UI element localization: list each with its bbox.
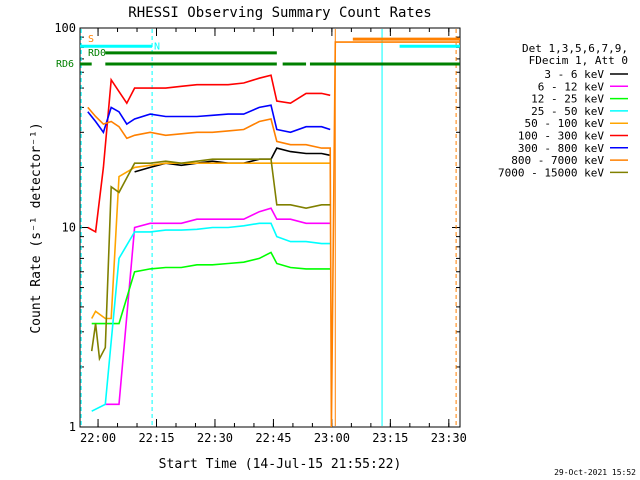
- x-tick-label: 22:30: [197, 431, 233, 445]
- series-line-25-50-kev: [91, 222, 331, 412]
- legend-entry-label: 50 - 100 keV: [525, 117, 605, 130]
- series-line-12-25-kev: [91, 251, 331, 325]
- legend-entry-label: 3 - 6 keV: [544, 68, 604, 81]
- x-tick-label: 23:15: [372, 431, 408, 445]
- status-bar-label: RD0: [88, 48, 106, 59]
- x-tick-label: 22:15: [138, 431, 174, 445]
- series-line-300-800-kev: [87, 104, 331, 135]
- series-line-800-7000-kev: [87, 41, 460, 428]
- series-line-7000-15000-kev: [90, 158, 331, 362]
- legend-entry-label: 12 - 25 keV: [531, 93, 604, 106]
- x-tick-label: 22:45: [255, 431, 291, 445]
- legend-entry-label: 7000 - 15000 keV: [498, 166, 604, 179]
- x-tick-label: 23:00: [314, 431, 350, 445]
- axis-ticks: 22:00 22:15 22:30 22:45 23:00 23:15 23:30 1 10 10…: [54, 21, 467, 445]
- y-tick-label: 100: [54, 21, 76, 35]
- legend-entry-label: 300 - 800 keV: [518, 142, 604, 155]
- chart-title: RHESSI Observing Summary Count Rates: [128, 5, 431, 21]
- legend-header: FDecim 1, Att 0: [529, 54, 628, 67]
- y-axis-label: Count Rate (s⁻¹ detector⁻¹): [29, 122, 44, 333]
- legend: Det 1,3,5,6,7,9,FDecim 1, Att 03 - 6 keV…: [498, 42, 628, 179]
- legend-entry-label: 800 - 7000 keV: [511, 154, 604, 167]
- series-lines: [87, 41, 460, 428]
- x-tick-label: 23:30: [431, 431, 467, 445]
- status-bar-label: N: [154, 41, 160, 52]
- legend-entry-label: 6 - 12 keV: [538, 80, 605, 93]
- y-tick-label: 10: [62, 221, 76, 235]
- status-bars: RD6 RD0 N S: [56, 34, 460, 70]
- status-bar-label: RD6: [56, 59, 74, 70]
- series-line-100-300-kev: [87, 74, 331, 234]
- timestamp-label: 29-Oct-2021 15:52: [554, 468, 636, 477]
- series-line-50-100-kev: [90, 162, 331, 320]
- legend-entry-label: 100 - 300 keV: [518, 130, 604, 143]
- status-bar-label: S: [88, 34, 94, 45]
- y-tick-label: 1: [69, 420, 76, 434]
- x-tick-label: 22:00: [80, 431, 116, 445]
- legend-entry-label: 25 - 50 keV: [531, 105, 604, 118]
- legend-header: Det 1,3,5,6,7,9,: [522, 42, 628, 55]
- x-axis-label: Start Time (14-Jul-15 21:55:22): [159, 457, 402, 472]
- series-line-6-12-kev: [105, 207, 331, 406]
